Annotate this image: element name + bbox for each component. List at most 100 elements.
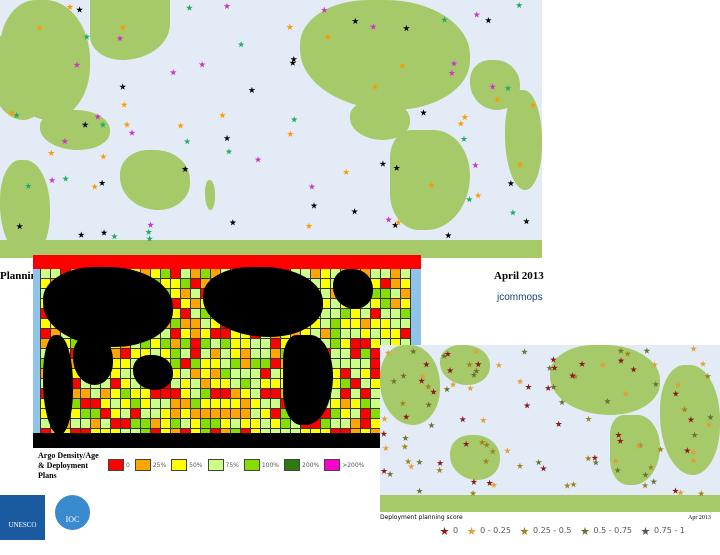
grid-cell <box>180 368 191 379</box>
grid-cell <box>350 328 361 339</box>
grid-cell <box>170 348 181 359</box>
grid-cell <box>400 308 411 319</box>
grid-cell <box>130 348 141 359</box>
grid-cell <box>340 418 351 429</box>
grid-cell <box>220 328 231 339</box>
deployment-star-icon <box>617 347 625 354</box>
grid-cell <box>40 268 51 279</box>
deployment-star-icon <box>516 378 524 385</box>
grid-cell <box>210 358 221 369</box>
grid-cell <box>130 388 141 399</box>
grid-cell <box>90 398 101 409</box>
deployment-star-icon <box>430 388 437 395</box>
jcommops-logo: jcommops <box>497 292 543 303</box>
legend-swatch <box>207 459 224 472</box>
arctic-band <box>33 255 421 269</box>
grid-cell <box>230 388 241 399</box>
grid-cell <box>200 278 211 289</box>
grid-cell <box>180 408 191 419</box>
grid-cell <box>200 388 211 399</box>
grid-cell <box>160 398 171 409</box>
deployment-star-icon <box>385 216 393 223</box>
grid-cell <box>330 358 341 369</box>
legend-label: 0 <box>126 461 130 469</box>
deployment-star-icon <box>404 458 412 465</box>
deployment-star-icon <box>472 161 479 169</box>
grid-cell <box>240 368 251 379</box>
grid-cell <box>330 398 341 409</box>
grid-cell <box>210 328 221 339</box>
deployment-star-icon <box>444 231 452 239</box>
deployment-star-icon <box>466 384 474 392</box>
deployment-star-icon <box>697 490 705 497</box>
grid-cell <box>120 398 131 409</box>
grid-cell <box>240 338 251 349</box>
unesco-logo: UNESCO <box>0 495 45 540</box>
deployment-star-icon <box>428 421 435 429</box>
legend-swatch <box>108 459 124 472</box>
grid-cell <box>260 358 271 369</box>
deployment-star-icon <box>254 156 262 163</box>
grid-cell <box>170 268 181 279</box>
grid-cell <box>260 338 271 349</box>
grid-cell <box>170 328 181 339</box>
grid-cell <box>110 408 121 419</box>
deployment-star-icon <box>351 17 359 25</box>
grid-cell <box>50 328 61 339</box>
deployment-star-icon <box>409 348 417 355</box>
slide-title: Plannin <box>0 270 37 282</box>
deployment-star-icon <box>525 383 532 390</box>
grid-cell <box>110 378 121 389</box>
deployment-star-icon <box>403 24 410 32</box>
deployment-star-icon <box>420 109 427 116</box>
grid-cell <box>130 408 141 419</box>
legend-label: 75% <box>225 461 239 469</box>
deployment-star-icon <box>308 183 316 190</box>
deployment-star-icon <box>324 33 332 40</box>
grid-cell <box>340 368 351 379</box>
deployment-star-icon <box>643 347 651 354</box>
grid-cell <box>360 348 371 359</box>
deployment-star-icon <box>399 400 407 407</box>
deployment-star-icon <box>183 138 191 145</box>
grid-cell <box>80 388 91 399</box>
deployment-star-icon <box>119 83 127 90</box>
deployment-star-icon <box>591 454 599 461</box>
grid-cell <box>220 398 231 409</box>
grid-cell <box>210 338 221 349</box>
deployment-star-icon <box>489 448 497 455</box>
grid-cell <box>370 378 381 389</box>
grid-cell <box>380 278 391 289</box>
deployment-star-icon <box>459 415 467 423</box>
grid-cell <box>250 378 261 389</box>
grid-cell <box>400 338 411 349</box>
grid-cell <box>200 308 211 319</box>
deployment-star-icon <box>457 120 465 127</box>
grid-cell <box>170 278 181 289</box>
grid-cell <box>230 358 241 369</box>
legend-swatch <box>134 459 151 472</box>
deployment-star-icon <box>473 367 480 374</box>
grid-cell <box>160 418 171 429</box>
grid-cell <box>360 358 371 369</box>
deployment-star-icon <box>386 470 394 478</box>
deployment-star-icon <box>529 101 537 109</box>
grid-cell <box>400 288 411 299</box>
legend-label: 0 <box>453 526 459 536</box>
grid-cell <box>150 388 161 399</box>
grid-cell <box>370 268 381 279</box>
grid-cell <box>330 268 341 279</box>
deployment-star-icon <box>473 11 481 18</box>
grid-cell <box>240 388 251 399</box>
grid-cell <box>260 378 271 389</box>
deployment-star-icon <box>24 182 32 189</box>
grid-cell <box>400 268 411 279</box>
grid-cell <box>190 398 201 409</box>
grid-cell <box>370 418 381 429</box>
grid-cell <box>250 358 261 369</box>
grid-cell <box>240 378 251 389</box>
deployment-star-icon <box>478 438 486 446</box>
deployment-star-icon <box>470 371 478 378</box>
grid-cell <box>70 388 81 399</box>
deployment-star-icon <box>630 366 637 373</box>
